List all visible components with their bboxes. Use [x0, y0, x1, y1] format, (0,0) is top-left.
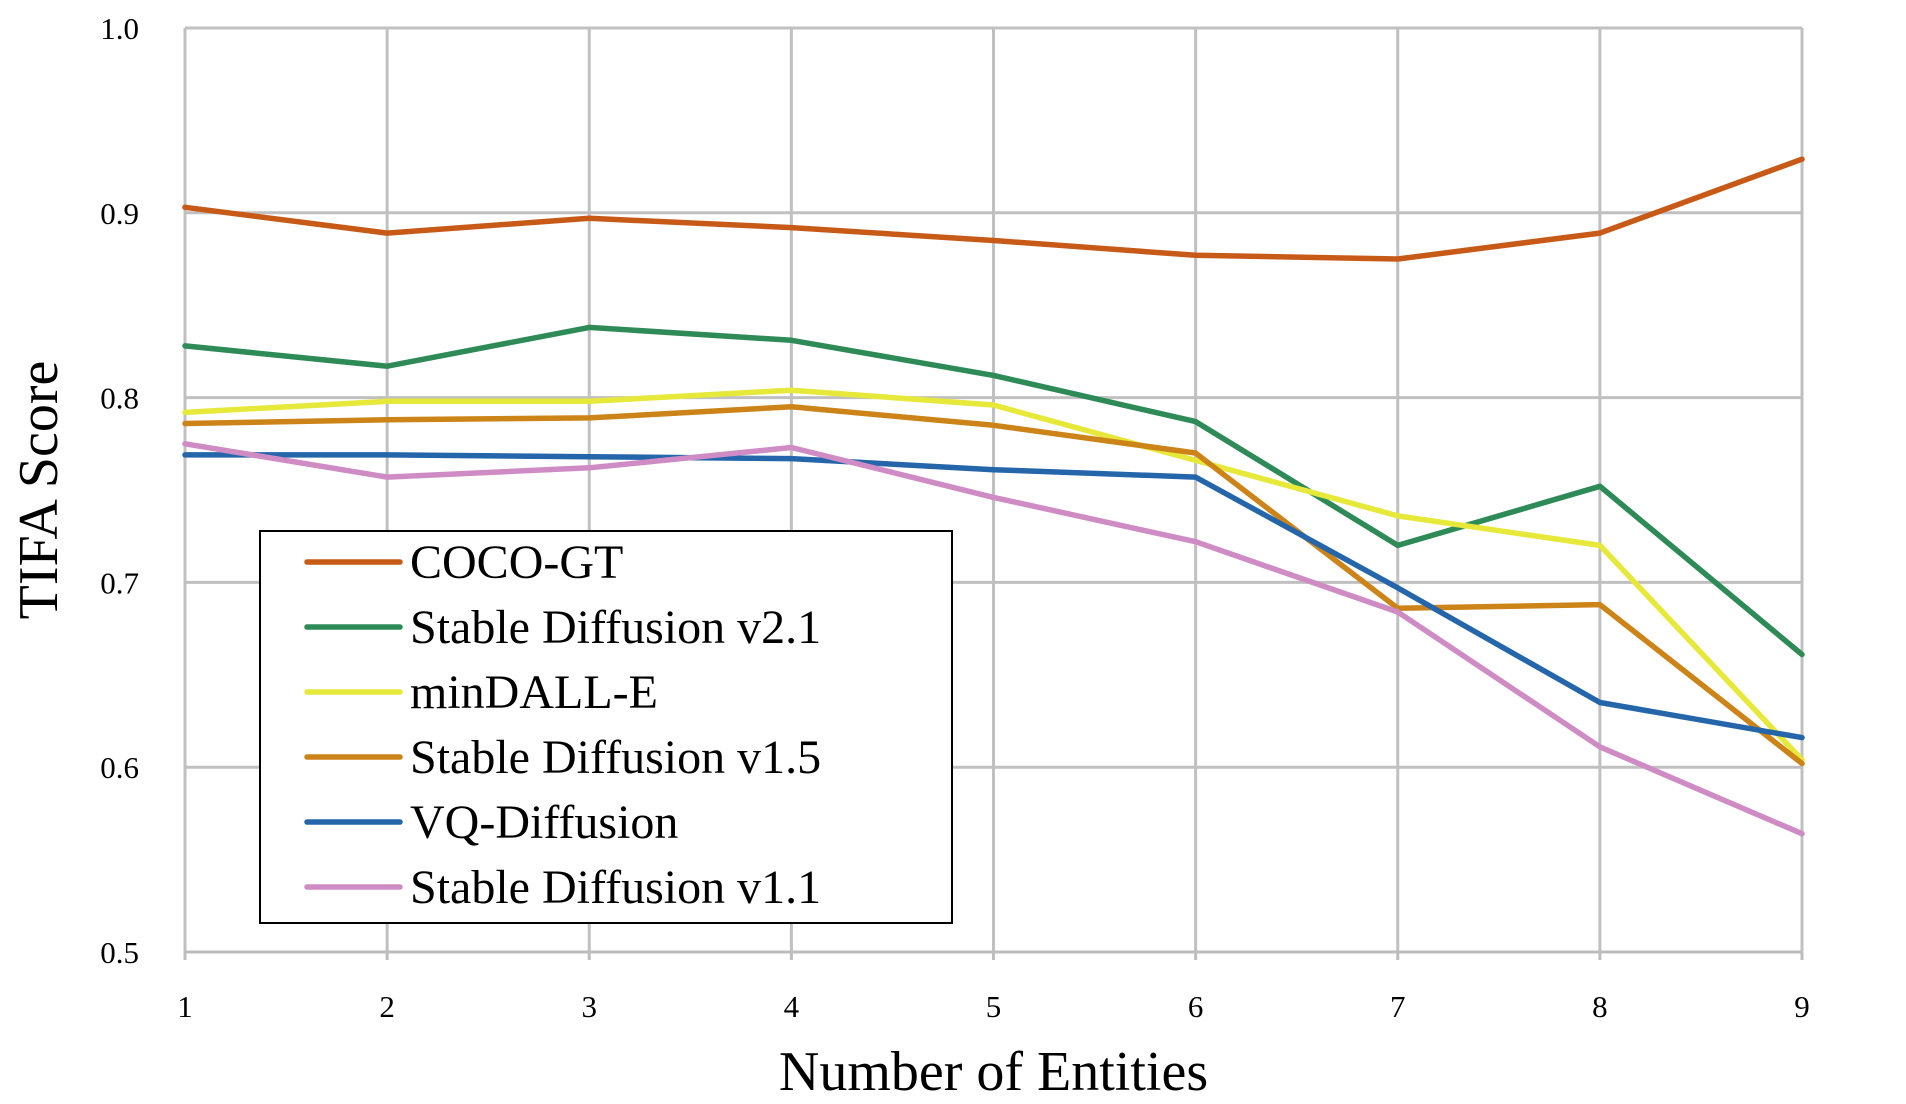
- grid: [183, 26, 1804, 954]
- legend-label: VQ-Diffusion: [410, 796, 678, 849]
- legend-label: Stable Diffusion v1.5: [410, 731, 821, 784]
- series-line-mindall-e: [182, 387, 1805, 763]
- x-tick-label: 9: [1794, 989, 1810, 1024]
- y-tick-label: 0.7: [100, 565, 139, 600]
- y-tick-labels: 0.5 0.6 0.7 0.8 0.9 1.0: [100, 11, 139, 970]
- series-line-vq-diffusion: [182, 452, 1805, 741]
- x-tick-label: 4: [784, 989, 800, 1024]
- legend-box: [259, 530, 953, 924]
- series-line-stable-diffusion-v1-5: [182, 404, 1805, 767]
- legend-label: Stable Diffusion v2.1: [410, 601, 821, 654]
- series-line-stable-diffusion-v1-1: [182, 441, 1805, 837]
- y-tick-label: 0.9: [100, 196, 139, 231]
- series-line-coco-gt: [182, 156, 1805, 262]
- x-tick-label: 2: [379, 989, 395, 1024]
- legend-label: COCO-GT: [410, 536, 623, 589]
- x-tick-label: 6: [1188, 989, 1204, 1024]
- x-tick-label: 3: [582, 989, 598, 1024]
- y-tick-label: 1.0: [100, 11, 139, 46]
- y-axis-title: TIFA Score: [8, 361, 70, 620]
- y-tick-label: 0.8: [100, 381, 139, 416]
- legend: COCO-GT Stable Diffusion v2.1 minDALL-E Sta…: [259, 530, 953, 924]
- x-tick-label: 8: [1592, 989, 1608, 1024]
- series-layer: [182, 156, 1805, 837]
- x-tick-labels: 1 2 3 4 5 6 7 8 9: [177, 989, 1810, 1024]
- x-tick-label: 5: [986, 989, 1002, 1024]
- series-line-stable-diffusion-v2-1: [182, 324, 1805, 658]
- x-axis-title: Number of Entities: [779, 1041, 1208, 1103]
- x-tick-label: 1: [177, 989, 193, 1024]
- legend-label: minDALL-E: [410, 666, 658, 719]
- axes: [183, 950, 1804, 960]
- y-tick-label: 0.6: [100, 750, 139, 785]
- x-tick-label: 7: [1390, 989, 1406, 1024]
- legend-label: Stable Diffusion v1.1: [410, 861, 821, 914]
- y-tick-label: 0.5: [100, 935, 139, 970]
